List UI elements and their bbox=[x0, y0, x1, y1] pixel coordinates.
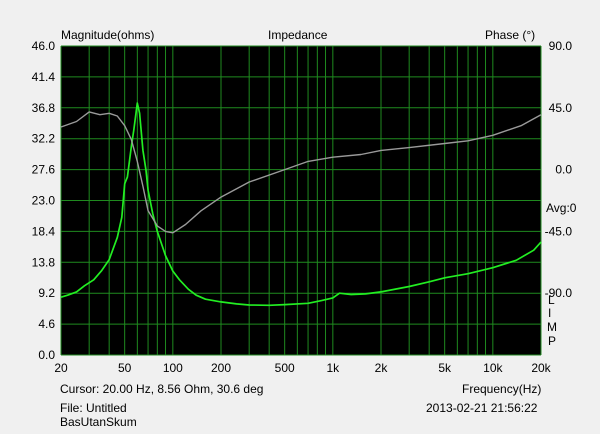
magnitude-axis-ticks: 0.0 4.6 9.2 13.8 18.4 23.0 27.6 32.2 36.8 41.4 46.… bbox=[32, 39, 56, 362]
magnitude-tick-label: 4.6 bbox=[38, 317, 55, 331]
magnitude-tick-label: 23.0 bbox=[32, 194, 56, 208]
frequency-axis-title: Frequency(Hz) bbox=[462, 382, 542, 396]
magnitude-tick-label: 46.0 bbox=[32, 39, 56, 53]
phase-axis-ticks: 90.0 45.0 0.0 -45.0 -90.0 bbox=[545, 39, 573, 300]
magnitude-tick-label: 32.2 bbox=[32, 132, 56, 146]
chart-title: Impedance bbox=[268, 28, 328, 42]
frequency-tick-label: 200 bbox=[211, 361, 231, 375]
limp-label-l[interactable]: L bbox=[548, 293, 555, 307]
file-name: File: Untitled bbox=[60, 401, 127, 415]
phase-tick-label: 45.0 bbox=[549, 101, 573, 115]
phase-tick-label: 0.0 bbox=[555, 163, 572, 177]
phase-tick-label: 90.0 bbox=[549, 39, 573, 53]
phase-series-line bbox=[60, 111, 542, 234]
frequency-tick-label: 100 bbox=[163, 361, 183, 375]
phase-tick-label: -90.0 bbox=[545, 286, 573, 300]
magnitude-tick-label: 0.0 bbox=[38, 348, 55, 362]
chart-series bbox=[60, 102, 542, 307]
magnitude-tick-label: 13.8 bbox=[32, 255, 56, 269]
grid-lines bbox=[60, 45, 542, 356]
frequency-tick-label: 5k bbox=[438, 361, 452, 375]
frequency-tick-label: 1k bbox=[326, 361, 340, 375]
limp-label-m[interactable]: M bbox=[547, 320, 557, 334]
frequency-tick-label: 2k bbox=[375, 361, 389, 375]
avg-label: Avg:0 bbox=[546, 201, 577, 215]
timestamp: 2013-02-21 21:56:22 bbox=[426, 401, 538, 415]
frequency-tick-label: 500 bbox=[275, 361, 295, 375]
limp-label-p[interactable]: P bbox=[548, 334, 557, 348]
phase-axis-title: Phase (°) bbox=[485, 28, 536, 42]
limp-label-i[interactable]: I bbox=[548, 306, 552, 320]
magnitude-tick-label: 9.2 bbox=[38, 286, 55, 300]
magnitude-series-line bbox=[60, 102, 542, 307]
magnitude-tick-label: 27.6 bbox=[32, 163, 56, 177]
phase-tick-label: -45.0 bbox=[545, 224, 573, 238]
frequency-tick-label: 50 bbox=[118, 361, 132, 375]
frequency-tick-label: 10k bbox=[483, 361, 503, 375]
frequency-tick-label: 20k bbox=[531, 361, 551, 375]
frequency-axis-ticks: 20 50 100 200 500 1k 2k 5k 10k 20k bbox=[54, 361, 551, 375]
magnitude-tick-label: 41.4 bbox=[32, 70, 56, 84]
measurement-name: BasUtanSkum bbox=[60, 415, 137, 429]
magnitude-tick-label: 18.4 bbox=[32, 224, 56, 238]
magnitude-tick-label: 36.8 bbox=[32, 101, 56, 115]
cursor-readout: Cursor: 20.00 Hz, 8.56 Ohm, 30.6 deg bbox=[60, 382, 264, 396]
frequency-tick-label: 20 bbox=[54, 361, 68, 375]
magnitude-axis-title: Magnitude(ohms) bbox=[61, 28, 155, 42]
